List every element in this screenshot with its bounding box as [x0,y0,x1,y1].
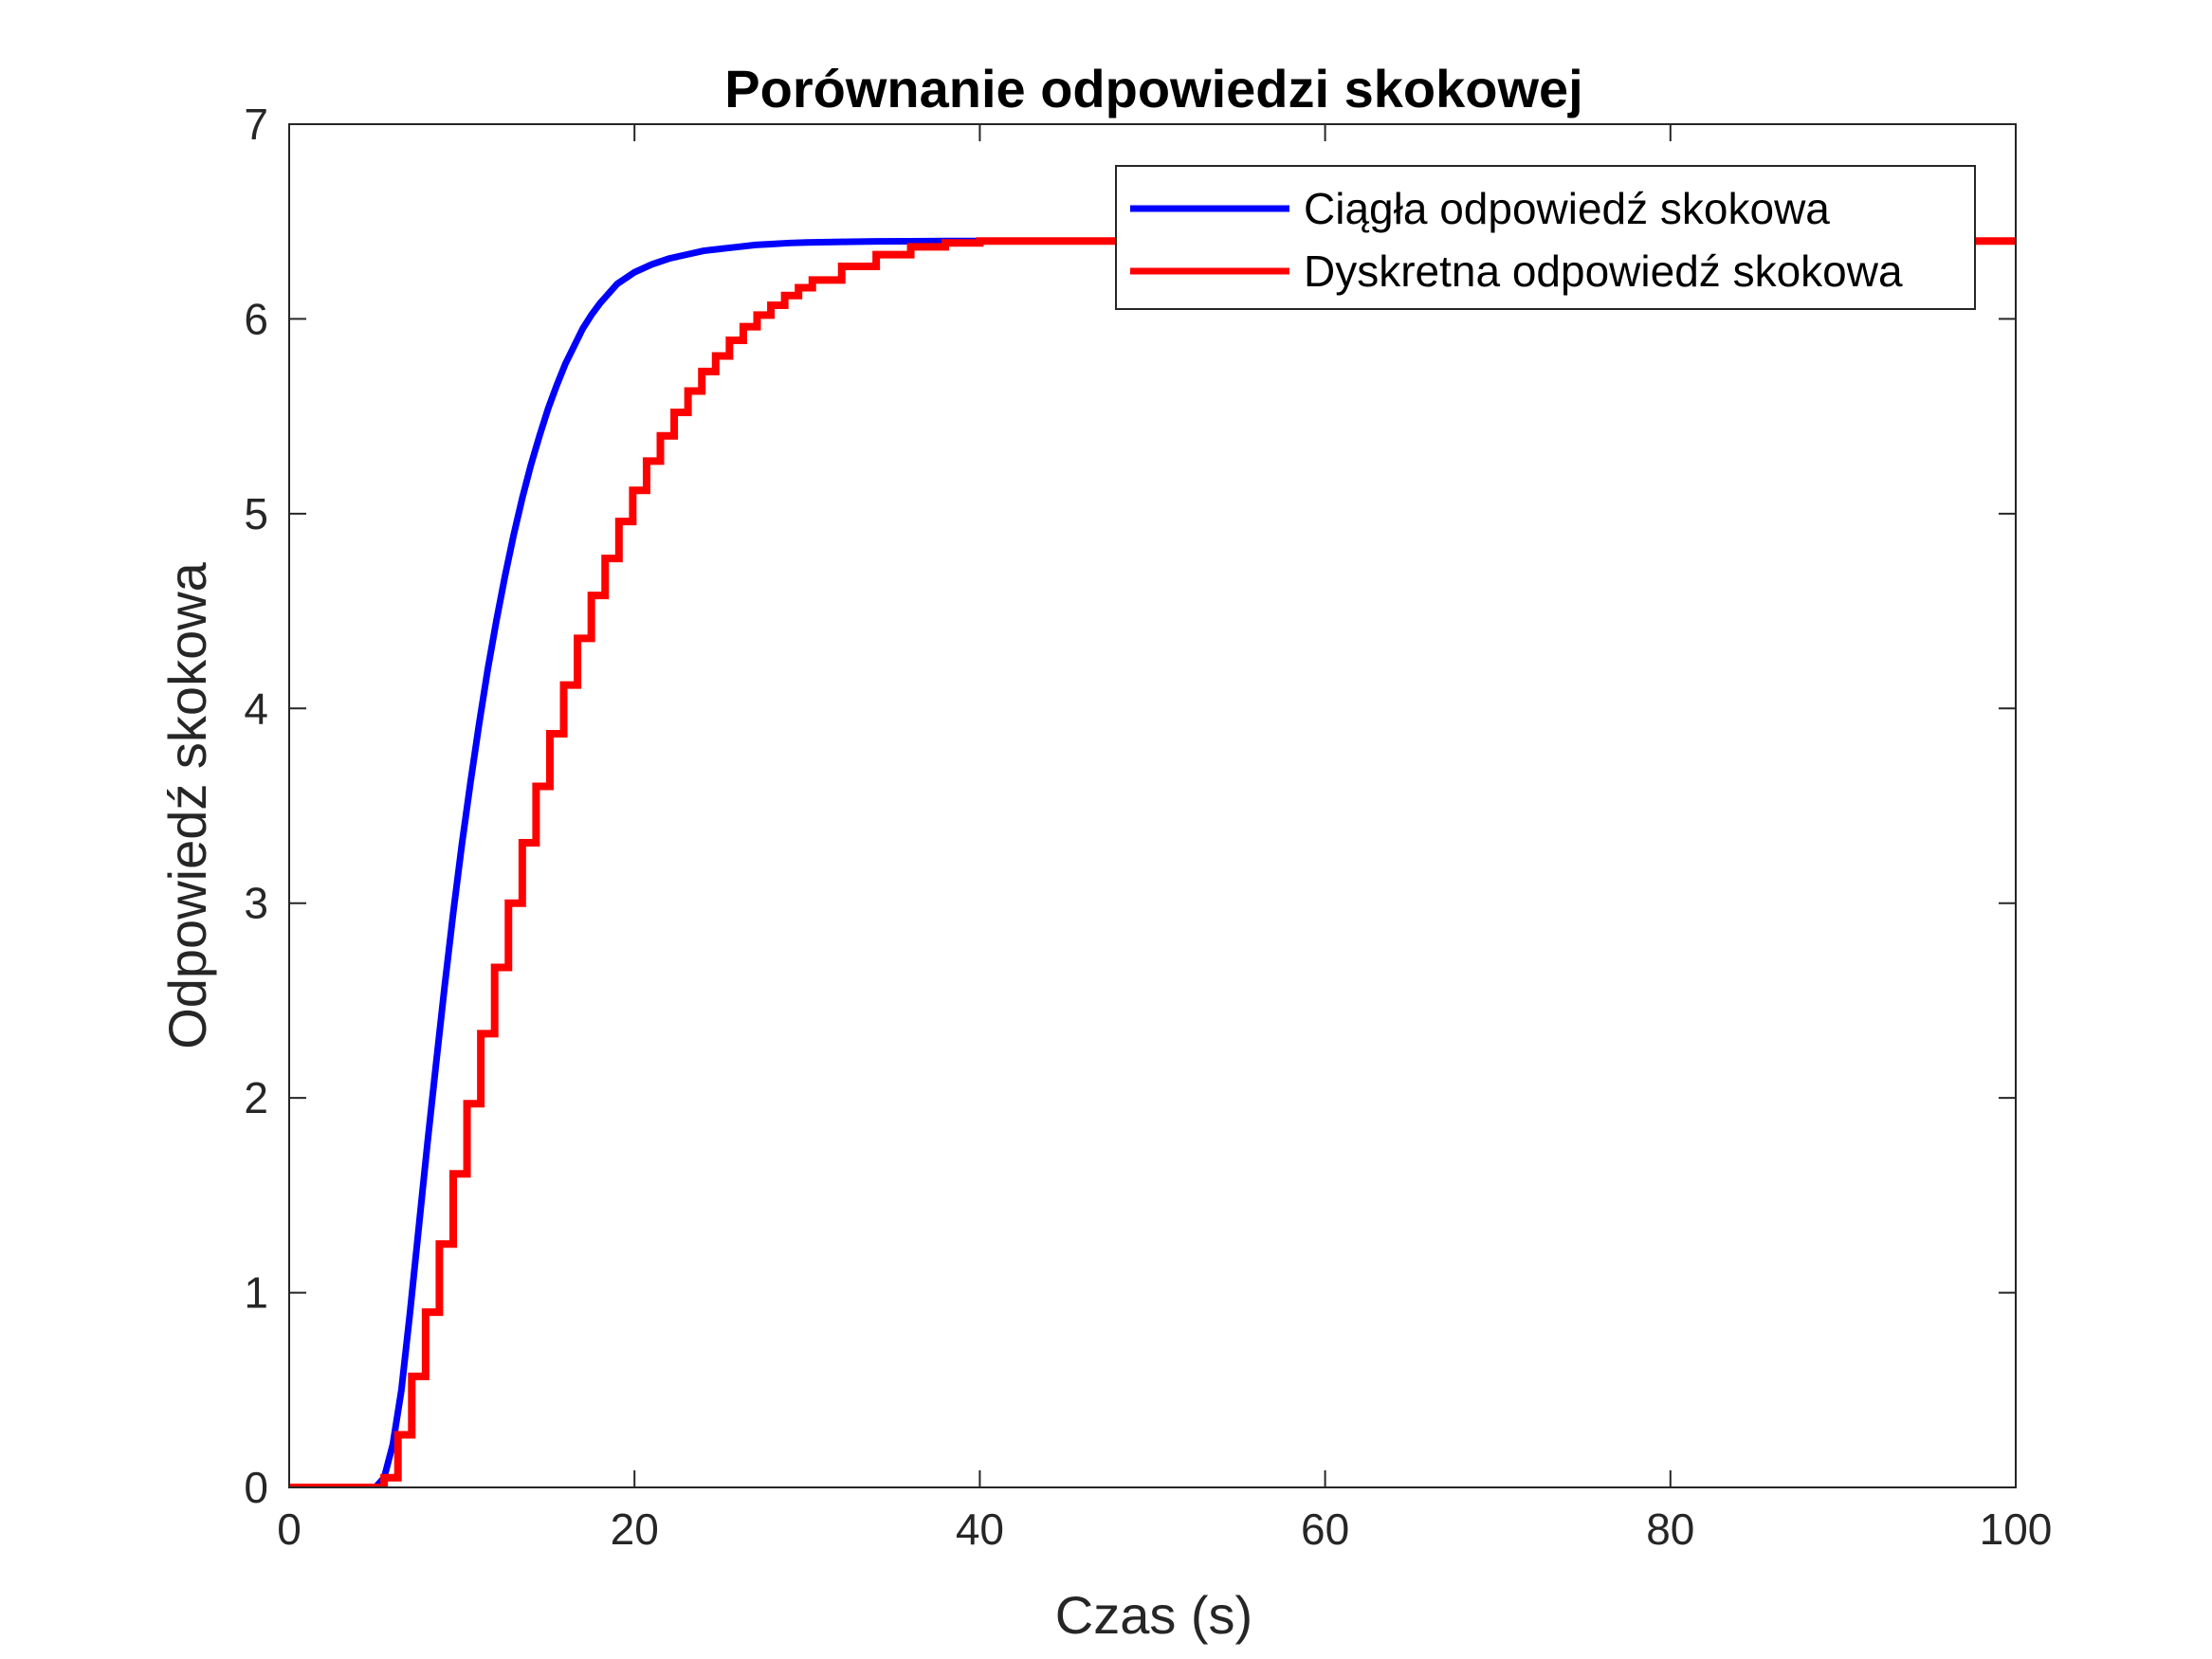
y-tick-label: 6 [244,294,268,343]
data-layer [289,237,2016,1487]
x-tick-label: 60 [1301,1504,1349,1554]
x-tick-label: 80 [1646,1504,1694,1554]
legend-box [1115,165,1976,310]
y-tick-label: 1 [244,1268,268,1318]
x-axis-label: Czas (s) [1055,1585,1252,1645]
y-tick-label: 0 [244,1463,268,1512]
axes-layer [288,123,2017,1488]
legend-label-discrete: Dyskretna odpowiedź skokowa [1304,246,1903,296]
legend-label-continuous: Ciągła odpowiedź skokowa [1304,184,1830,233]
axes-box [288,123,2017,1488]
chart-title: Porównanie odpowiedzi skokowej [724,59,1582,118]
x-tick-label: 100 [1980,1504,2053,1554]
x-tick-label: 20 [611,1504,659,1554]
y-tick-label: 3 [244,879,268,928]
x-tick-label: 40 [956,1504,1004,1554]
tick-layer: 0 20 40 60 80 100 0 1 2 3 4 5 6 7 [244,100,2052,1554]
y-tick-label: 5 [244,489,268,538]
series-line-continuous [289,237,2016,1487]
y-tick-label: 4 [244,684,268,733]
y-axis-label: Odpowiedź skokowa [157,561,217,1048]
y-tick-label: 7 [244,100,268,149]
legend: Ciągła odpowiedź skokowa Dyskretna odpow… [1115,165,1976,310]
x-tick-label: 0 [277,1504,302,1554]
series-line-discrete [289,237,2016,1487]
y-tick-label: 2 [244,1073,268,1122]
